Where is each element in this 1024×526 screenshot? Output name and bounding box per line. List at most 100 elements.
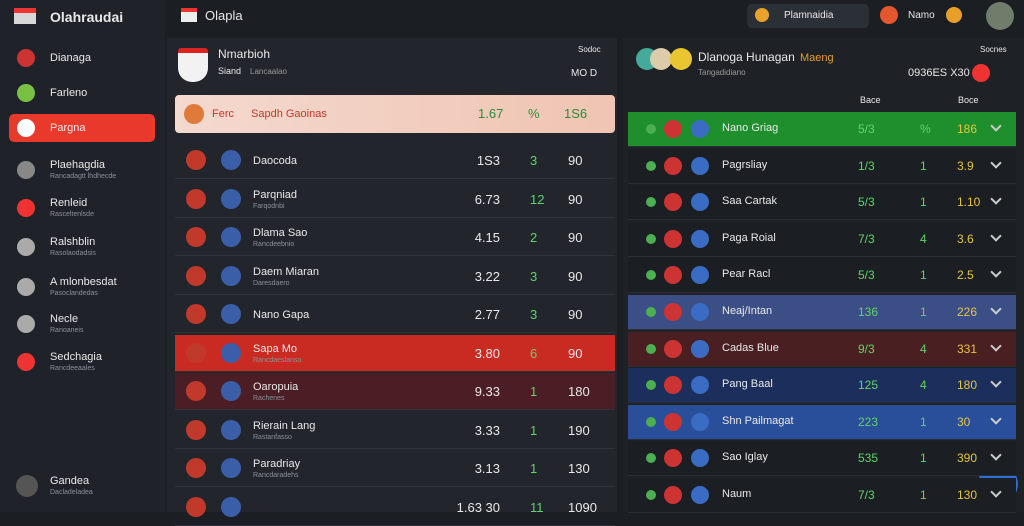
row-name: Nano Gapa	[253, 309, 310, 321]
icon	[691, 449, 709, 468]
row[interactable]	[175, 296, 615, 333]
row[interactable]	[175, 334, 615, 372]
nav-sub: Rasolaodadsis	[50, 250, 96, 257]
row-v2: 1	[530, 422, 538, 438]
row[interactable]	[175, 412, 615, 449]
icon	[17, 119, 35, 137]
nav-item[interactable]: Necle	[50, 313, 79, 325]
icon	[17, 353, 35, 371]
right-sub: Tangadidiano	[698, 68, 746, 77]
nav-item[interactable]: Ralshblin	[50, 236, 96, 248]
section-title: Olapla	[205, 8, 243, 23]
row-v2: 1	[920, 451, 927, 466]
row-v1: 125	[858, 378, 879, 393]
icon	[186, 342, 206, 363]
icon	[664, 449, 682, 468]
icon	[691, 193, 709, 212]
row-v3: 190	[568, 422, 590, 438]
row-v3: 90	[568, 307, 583, 322]
row-v2: 6	[530, 345, 538, 361]
icon	[17, 278, 35, 296]
row-v1: 136	[858, 305, 879, 319]
nav-item[interactable]: Dianaga	[50, 52, 91, 64]
row[interactable]	[175, 181, 615, 218]
icon	[646, 270, 656, 281]
row[interactable]	[175, 142, 615, 179]
icon	[17, 161, 35, 179]
app: (() => { const data = JSON.parse(documen…	[9, 2, 1018, 526]
icon	[664, 339, 682, 358]
header-right: Sodoc	[578, 45, 601, 54]
row-v1: 7/3	[858, 231, 875, 246]
icon	[646, 160, 656, 171]
row-name: Dlama Sao	[253, 227, 308, 239]
row-name: Saa Cartak	[722, 195, 778, 208]
nav-item[interactable]: Farleno	[50, 87, 88, 99]
logo	[14, 8, 36, 24]
icon	[646, 197, 656, 208]
row-v1: 3.33	[474, 422, 500, 438]
icon	[664, 376, 682, 395]
icon	[221, 419, 241, 440]
row-v1: 9/3	[858, 341, 875, 356]
row-name: Pear Racl	[722, 268, 771, 281]
right-title: Dlanoga Hunagan	[698, 50, 795, 64]
icon	[691, 486, 709, 504]
icon	[646, 453, 656, 464]
row-v2: 1	[920, 414, 927, 429]
header-right2: MO D	[571, 68, 598, 79]
row-v1: 5/3	[858, 268, 875, 283]
icon	[646, 380, 656, 391]
nav-item[interactable]: Pargna	[50, 122, 86, 134]
row-v1: 1/3	[858, 158, 875, 173]
row-sub: Farqodnbi	[253, 202, 285, 210]
row-v3: 2.5	[957, 268, 974, 283]
icon	[221, 458, 241, 478]
icon	[16, 475, 38, 497]
icon	[186, 265, 206, 286]
icon	[664, 193, 682, 212]
nav-item[interactable]: A mlonbesdat	[50, 276, 117, 288]
row-v1: 223	[858, 414, 879, 429]
row-v2: 4	[920, 341, 927, 356]
icon	[972, 64, 990, 82]
row-name: Oaropuia	[253, 381, 299, 393]
row-v1: 1.63 30	[456, 499, 500, 515]
icon	[986, 2, 1014, 30]
row-v2: 1	[920, 268, 927, 283]
icon	[691, 120, 709, 138]
row[interactable]	[175, 373, 615, 410]
icon	[646, 124, 656, 134]
row-v1: 5/3	[858, 122, 875, 136]
nav-sub: Ranoaneis	[50, 327, 84, 334]
icon	[17, 49, 35, 67]
row-v2: 1	[920, 195, 927, 210]
nav-item[interactable]: Plaehagdia	[50, 159, 106, 171]
row-sub: Rancdeebnio	[253, 241, 295, 248]
row-v2: 1	[530, 461, 538, 476]
featured-v3: 1S6	[564, 106, 588, 121]
row-v1: 5/3	[858, 195, 875, 210]
icon	[646, 343, 656, 354]
featured-row[interactable]	[175, 95, 615, 133]
row-sub: Rancdaradehs	[253, 472, 299, 479]
row[interactable]	[175, 489, 615, 526]
icon	[17, 238, 35, 256]
row-v2: 4	[920, 231, 927, 246]
row-sub: Rastanfasso	[253, 433, 292, 441]
icon	[186, 188, 206, 209]
icon	[221, 265, 241, 286]
nav-item[interactable]: Sedchagia	[50, 351, 102, 363]
icon	[880, 6, 898, 24]
icon	[691, 339, 709, 358]
row[interactable]	[175, 450, 615, 487]
icon	[664, 266, 682, 285]
row[interactable]	[175, 258, 615, 295]
row[interactable]	[175, 219, 615, 256]
row-v1: 7/3	[858, 488, 875, 502]
icon	[17, 84, 35, 102]
icon	[221, 496, 241, 517]
nav-item[interactable]: Renleid	[50, 197, 88, 209]
row-v3: 130	[568, 461, 590, 476]
row-v2: 1	[920, 305, 927, 319]
